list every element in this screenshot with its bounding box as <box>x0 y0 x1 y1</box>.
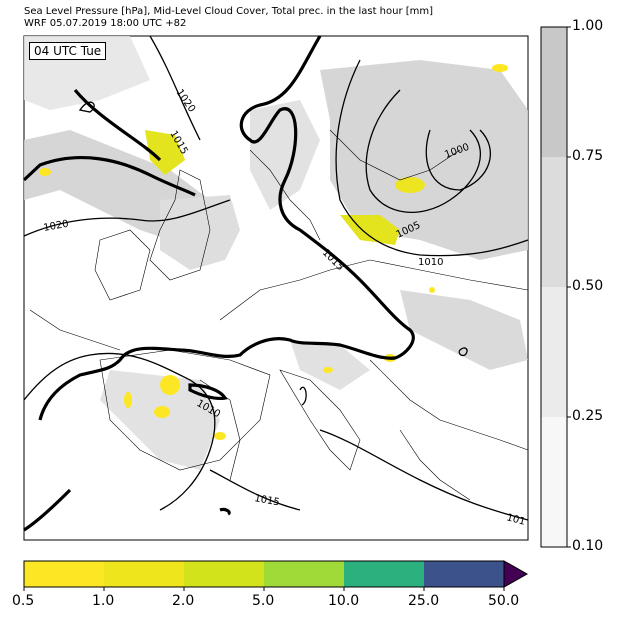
precip-bin-5 <box>344 561 424 587</box>
cloud-bin-1 <box>541 27 567 157</box>
precip-colorbar <box>23 560 529 591</box>
cloud-tick-label: 0.50 <box>572 278 604 294</box>
precip-tick-label: 10.0 <box>328 593 360 609</box>
cloud-tick-label: 0.25 <box>572 408 604 424</box>
chart-title-line1: Sea Level Pressure [hPa], Mid-Level Clou… <box>24 6 434 17</box>
precip-tick-label: 1.0 <box>92 593 115 609</box>
cloud-bin-4 <box>541 417 567 547</box>
cloud-bin-2 <box>541 157 567 287</box>
time-label: 04 UTC Tue <box>29 42 107 60</box>
precip-tick-label: 5.0 <box>252 593 275 609</box>
precip-extend-arrow <box>503 560 529 588</box>
cloud-tick-label: 1.00 <box>572 18 604 34</box>
cloud-bin-3 <box>541 287 567 417</box>
isobar-label: 1015 <box>253 493 280 508</box>
cloud-tick-label: 0.10 <box>572 538 604 554</box>
precip-bin-6 <box>424 561 504 587</box>
precip-tick-label: 2.0 <box>172 593 195 609</box>
isobar-label: 1020 <box>43 219 70 234</box>
chart-title-line2: WRF 05.07.2019 18:00 UTC +82 <box>24 18 187 29</box>
isobar-label: 1010 <box>418 257 443 268</box>
precip-tick-label: 50.0 <box>488 593 520 609</box>
precip-tick-label: 25.0 <box>408 593 440 609</box>
precip-bin-3 <box>184 561 264 587</box>
precip-bin-2 <box>104 561 184 587</box>
isobars <box>23 35 529 521</box>
isobar-label: 101 <box>505 512 526 528</box>
cloud-tick-label: 0.75 <box>572 148 604 164</box>
isobar-1015-thick <box>22 35 415 532</box>
precip-bin-1 <box>24 561 104 587</box>
precip-bin-4 <box>264 561 344 587</box>
precip-tick-label: 0.5 <box>12 593 35 609</box>
cloud-cover-colorbar <box>540 26 571 548</box>
